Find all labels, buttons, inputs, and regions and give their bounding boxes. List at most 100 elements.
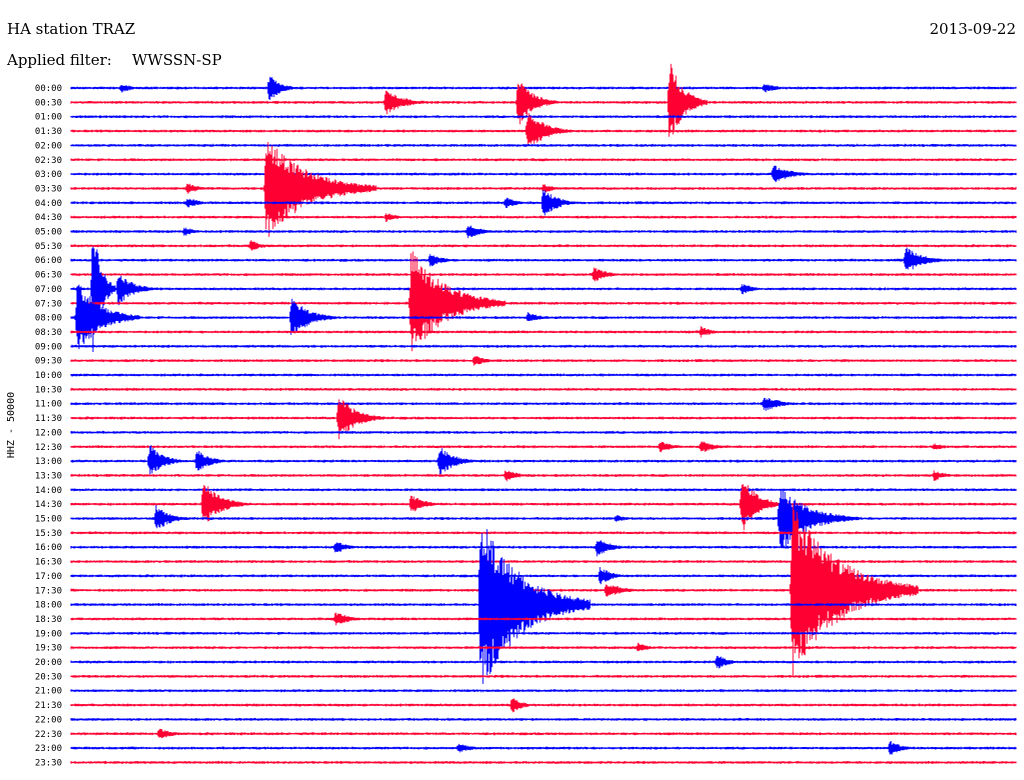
trace-line: [70, 540, 1017, 557]
trace-line: [70, 326, 1017, 338]
trace-line: [70, 251, 1017, 352]
row-time-label: 21:30: [35, 701, 62, 711]
station-title: HA station TRAZ: [7, 20, 136, 38]
trace-line: [70, 430, 1017, 434]
row-time-label: 05:00: [35, 228, 62, 238]
trace-line: [70, 142, 1017, 237]
row-time-label: 03:30: [35, 184, 62, 194]
trace-line: [70, 674, 1017, 678]
trace-line: [70, 531, 1017, 535]
row-time-label: 18:00: [35, 601, 62, 611]
trace-line: [70, 728, 1017, 739]
trace-line: [70, 642, 1017, 652]
row-time-label: 22:30: [35, 730, 62, 740]
trace-line: [70, 387, 1017, 391]
row-time-label: 20:30: [35, 672, 62, 682]
row-time-label: 08:00: [35, 314, 62, 324]
row-time-label: 19:30: [35, 644, 62, 654]
trace-line: [70, 165, 1017, 183]
trace-line: [70, 655, 1017, 669]
trace-line: [70, 240, 1017, 251]
trace-line: [70, 225, 1017, 239]
trace-line: [70, 760, 1017, 764]
row-time-label: 10:00: [35, 371, 62, 381]
row-time-label: 03:00: [35, 170, 62, 180]
row-time-label: 23:30: [35, 758, 62, 768]
row-time-label: 02:00: [35, 141, 62, 151]
trace-line: [70, 488, 1017, 492]
trace-line: [70, 489, 1017, 548]
row-time-label: 14:00: [35, 486, 62, 496]
row-time-label: 16:30: [35, 558, 62, 568]
trace-line: [70, 213, 1017, 222]
trace-line: [70, 717, 1017, 721]
trace-line: [70, 741, 1017, 755]
trace-line: [70, 689, 1017, 693]
y-axis-label: HHZ - 50000: [6, 392, 17, 458]
trace-line: [70, 247, 1017, 270]
row-time-label: 17:30: [35, 586, 62, 596]
trace-line: [70, 445, 1017, 475]
row-time-label: 21:00: [35, 687, 62, 697]
trace-line: [70, 631, 1017, 635]
row-time-label: 12:00: [35, 428, 62, 438]
trace-line: [70, 267, 1017, 282]
row-time-label: 04:00: [35, 199, 62, 209]
filter-label: Applied filter:: [7, 51, 112, 69]
row-time-label: 19:00: [35, 629, 62, 639]
row-time-label: 15:30: [35, 529, 62, 539]
row-time-label: 10:30: [35, 385, 62, 395]
trace-line: [70, 560, 1017, 564]
trace-line: [70, 441, 1017, 453]
row-time-label: 01:30: [35, 127, 62, 137]
trace-line: [70, 484, 1017, 530]
row-time-label: 04:30: [35, 213, 62, 223]
trace-line: [70, 76, 1017, 100]
filter-value: WWSSN-SP: [132, 51, 222, 69]
trace-line: [70, 143, 1017, 147]
trace-line: [70, 373, 1017, 377]
trace-line: [70, 529, 1017, 684]
trace-line: [70, 246, 1017, 352]
trace-line: [70, 344, 1017, 348]
row-time-label: 09:00: [35, 342, 62, 352]
trace-line: [70, 698, 1017, 713]
row-time-label: 13:00: [35, 457, 62, 467]
row-time-label: 11:00: [35, 400, 62, 410]
trace-line: [70, 158, 1017, 162]
trace-line: [70, 399, 1017, 440]
row-time-label: 08:30: [35, 328, 62, 338]
row-time-label: 02:30: [35, 156, 62, 166]
row-time-label: 07:00: [35, 285, 62, 295]
row-time-label: 01:00: [35, 113, 62, 123]
row-time-label: 16:00: [35, 543, 62, 553]
row-time-label: 12:30: [35, 443, 62, 453]
row-time-label: 00:00: [35, 84, 62, 94]
trace-line: [70, 356, 1017, 366]
row-time-label: 15:00: [35, 515, 62, 525]
row-time-label: 22:00: [35, 715, 62, 725]
row-time-label: 14:30: [35, 500, 62, 510]
row-time-label: 17:00: [35, 572, 62, 582]
row-time-label: 18:30: [35, 615, 62, 625]
trace-line: [70, 190, 1017, 216]
date-label: 2013-09-22: [929, 20, 1016, 38]
trace-line: [70, 284, 1017, 350]
row-time-label: 13:30: [35, 471, 62, 481]
trace-line: [70, 63, 1017, 137]
trace-line: [70, 397, 1017, 411]
row-time-label: 09:30: [35, 357, 62, 367]
row-time-label: 06:00: [35, 256, 62, 266]
row-time-label: 06:30: [35, 271, 62, 281]
trace-line: [70, 113, 1017, 145]
row-time-label: 05:30: [35, 242, 62, 252]
row-time-label: 20:00: [35, 658, 62, 668]
row-time-label: 00:30: [35, 98, 62, 108]
trace-line: [70, 470, 1017, 482]
trace-line: [70, 115, 1017, 119]
row-time-label: 23:00: [35, 744, 62, 754]
row-time-label: 07:30: [35, 299, 62, 309]
trace-line: [70, 612, 1017, 626]
row-time-label: 11:30: [35, 414, 62, 424]
